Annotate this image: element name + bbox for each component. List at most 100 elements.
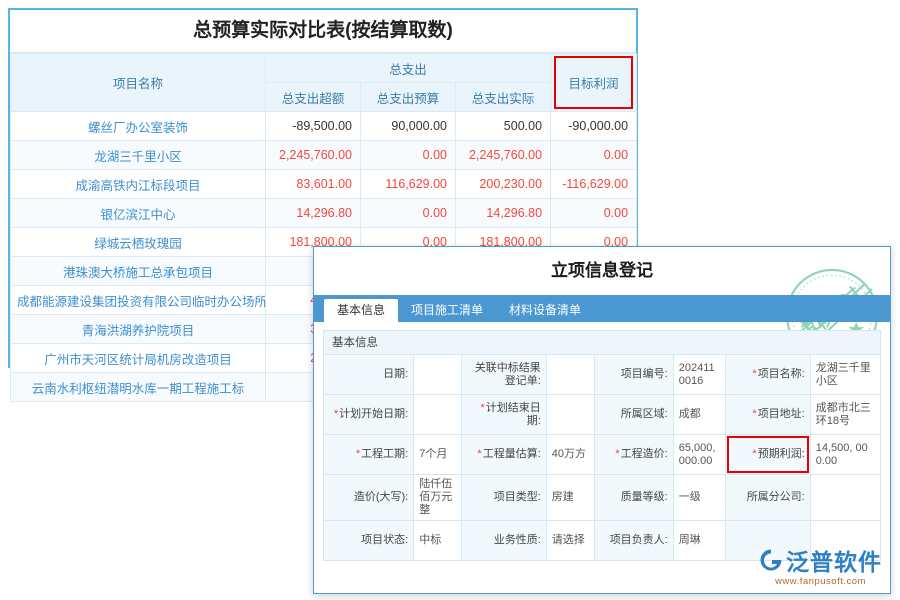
field-value[interactable] <box>545 394 595 435</box>
field-label-text: 计划结束日期: <box>485 401 541 427</box>
field-value[interactable]: 一级 <box>672 474 727 521</box>
field-value[interactable]: 请选择 <box>545 520 595 561</box>
field-label-text: 项目地址: <box>757 408 805 420</box>
cell-target: 0.00 <box>550 140 638 170</box>
required-marker: * <box>752 368 757 380</box>
cell-over: 14,296.80 <box>265 198 361 228</box>
cell-target: -116,629.00 <box>550 169 638 199</box>
cell-project-name[interactable]: 龙湖三千里小区 <box>10 140 266 170</box>
field-value[interactable] <box>413 354 463 395</box>
col-target-profit-label: 目标利润 <box>568 77 619 91</box>
cell-over: 83,601.00 <box>265 169 361 199</box>
dialog-title: 立项信息登记 <box>551 261 653 280</box>
field-label: 项目编号: <box>593 354 674 395</box>
cell-target: -90,000.00 <box>550 111 638 141</box>
field-value[interactable] <box>413 394 463 435</box>
cell-budget: 0.00 <box>360 198 456 228</box>
field-label-text: 所属分公司: <box>746 491 805 503</box>
field-value[interactable]: 14,500, 000.00 <box>809 434 882 475</box>
form-row: 项目状态: 中标 业务性质: 请选择 项目负责人: 周琳 <box>322 520 882 561</box>
table-row[interactable]: 龙湖三千里小区 2,245,760.00 0.00 2,245,760.00 0.00 <box>10 140 638 170</box>
cell-actual: 14,296.80 <box>454 198 552 228</box>
col-spend-actual[interactable]: 总支出实际 <box>454 82 552 112</box>
field-label-text: 项目状态: <box>361 534 409 546</box>
field-label-text: 质量等级: <box>620 491 668 503</box>
field-label-text: 造价(大写): <box>353 491 409 503</box>
field-label: *计划结束日期: <box>461 394 547 435</box>
field-label-text: 项目名称: <box>757 368 805 380</box>
field-value[interactable]: 龙湖三千里小区 <box>809 354 882 395</box>
logo-url: www.fanpusoft.com <box>775 576 866 587</box>
field-label: 质量等级: <box>593 474 674 521</box>
form-body: 日期: 关联中标结果登记单: 项目编号: 202411 0016 *项目名称: 龙湖三千里… <box>322 354 882 561</box>
field-label: *工程造价: <box>593 434 674 475</box>
cell-budget: 116,629.00 <box>360 169 456 199</box>
cell-project-name[interactable]: 港珠澳大桥施工总承包项目 <box>10 256 266 286</box>
tab-0[interactable]: 基本信息 <box>324 299 399 322</box>
required-marker: * <box>480 401 485 414</box>
field-value[interactable] <box>809 520 882 561</box>
table-row[interactable]: 绿城云栖玫瑰园 181,800.00 0.00 181,800.00 0.00 <box>10 227 638 257</box>
field-label: 项目类型: <box>461 474 547 521</box>
budget-comparison-panel: 总预算实际对比表(按结算取数) 项目名称 总支出 目标利润 总支出超额 总支出预… <box>8 8 638 402</box>
field-label: 造价(大写): <box>322 474 415 521</box>
field-value[interactable]: 成都 <box>672 394 727 435</box>
field-label-text: 项目类型: <box>493 491 541 503</box>
field-label: 所属区域: <box>593 394 674 435</box>
cell-project-name[interactable]: 银亿滨江中心 <box>10 198 266 228</box>
cell-project-name[interactable]: 成渝高铁内江标段项目 <box>10 169 266 199</box>
cell-project-name[interactable]: 螺丝厂办公室装饰 <box>10 111 266 141</box>
required-marker: * <box>355 448 361 460</box>
cell-project-name[interactable]: 青海洪湖养护院项目 <box>10 314 266 344</box>
col-project-name[interactable]: 项目名称 <box>10 53 266 112</box>
table-row[interactable]: 银亿滨江中心 14,296.80 0.00 14,296.80 0.00 <box>10 198 638 228</box>
field-value[interactable]: 周琳 <box>672 520 727 561</box>
cell-project-name[interactable]: 广州市天河区统计局机房改造项目 <box>10 343 266 373</box>
cell-over: 2,245,760.00 <box>265 140 361 170</box>
field-value[interactable]: 202411 0016 <box>672 354 727 395</box>
cell-project-name[interactable]: 绿城云栖玫瑰园 <box>10 227 266 257</box>
field-label: *工程工期: <box>322 434 415 475</box>
cell-budget: 0.00 <box>360 140 456 170</box>
cell-actual: 500.00 <box>454 111 552 141</box>
field-value[interactable] <box>545 354 595 395</box>
col-target-profit[interactable]: 目标利润 <box>550 53 638 112</box>
field-label-text: 项目编号: <box>620 368 668 380</box>
field-label: 所属分公司: <box>725 474 811 521</box>
field-value[interactable]: 中标 <box>413 520 463 561</box>
field-value[interactable]: 房建 <box>545 474 595 521</box>
cell-actual: 2,245,760.00 <box>454 140 552 170</box>
field-value[interactable]: 成都市北三环18号 <box>809 394 882 435</box>
cell-project-name[interactable]: 成都能源建设集团投资有限公司临时办公场所装 <box>10 285 266 315</box>
field-value[interactable]: 40万方 <box>545 434 595 475</box>
cell-over: -89,500.00 <box>265 111 361 141</box>
cell-budget: 90,000.00 <box>360 111 456 141</box>
field-label-text: 业务性质: <box>493 534 541 546</box>
field-value[interactable]: 7个月 <box>413 434 463 475</box>
tab-1[interactable]: 项目施工清单 <box>411 303 484 317</box>
field-label: *工程量估算: <box>461 434 547 475</box>
dialog-body: 基本信息 日期: 关联中标结果登记单: 项目编号: 202411 0016 *项目名称:… <box>314 322 890 561</box>
field-label-text: 预期利润: <box>757 448 805 460</box>
table-row[interactable]: 螺丝厂办公室装饰 -89,500.00 90,000.00 500.00 -90,000… <box>10 111 638 141</box>
field-label-text: 项目负责人: <box>609 534 668 546</box>
col-spend-budget[interactable]: 总支出预算 <box>360 82 456 112</box>
section-title: 基本信息 <box>323 330 881 354</box>
tab-2[interactable]: 材料设备清单 <box>509 303 582 317</box>
field-value[interactable]: 65,000, 000.00 <box>672 434 727 475</box>
required-marker: * <box>477 448 482 460</box>
col-group-total-spend: 总支出 <box>264 53 552 83</box>
budget-comparison-table: 项目名称 总支出 目标利润 总支出超额 总支出预算 总支出实际 螺丝厂办公室装饰… <box>10 53 638 402</box>
form-row: 日期: 关联中标结果登记单: 项目编号: 202411 0016 *项目名称: 龙湖三千里… <box>322 354 882 395</box>
field-value[interactable]: 陆仟伍佰万元整 <box>413 474 463 521</box>
form-row: *工程工期: 7个月 *工程量估算: 40万方 *工程造价: 65,000, 000.00… <box>322 434 882 475</box>
field-value[interactable] <box>809 474 882 521</box>
table-row[interactable]: 成渝高铁内江标段项目 83,601.00 116,629.00 200,230.00-… <box>10 169 638 199</box>
field-label: *预期利润: <box>725 434 811 475</box>
cell-project-name[interactable]: 云南水利枢纽潜明水库一期工程施工标 <box>10 372 266 402</box>
field-label-text: 工程工期: <box>361 448 409 460</box>
dialog-tab-bar: 基本信息 项目施工清单 材料设备清单 <box>314 295 890 322</box>
cell-target: 0.00 <box>550 198 638 228</box>
field-label-text: 工程量估算: <box>482 448 541 460</box>
col-spend-over[interactable]: 总支出超额 <box>265 82 361 112</box>
